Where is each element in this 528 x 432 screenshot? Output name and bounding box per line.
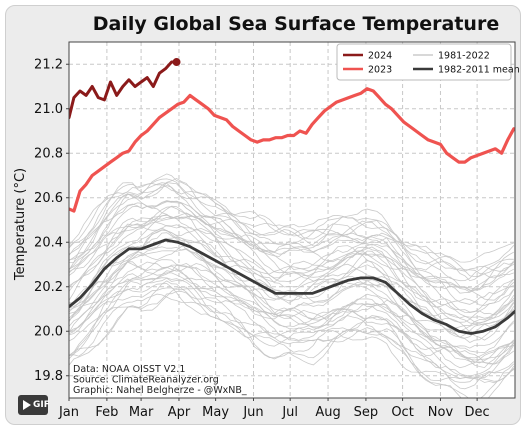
x-tick-label: Aug — [315, 405, 340, 420]
x-tick-label: Dec — [465, 405, 490, 420]
background-year-line — [69, 215, 515, 319]
y-tick-label: 21.2 — [34, 57, 63, 72]
background-year-line — [69, 206, 515, 305]
legend-entry-label: 1982-2011 mean — [438, 65, 520, 76]
chart-title: Daily Global Sea Surface Temperature — [93, 13, 499, 35]
background-year-line — [69, 290, 515, 398]
series-line-2023 — [69, 87, 515, 213]
background-year-line — [69, 200, 514, 293]
background-year-line — [69, 259, 515, 369]
credit-line: Graphic: Nahel Belgherze - @WxNB_ — [73, 385, 247, 396]
y-tick-label: 20.0 — [34, 324, 63, 339]
y-tick-label: 20.8 — [34, 146, 63, 161]
y-tick-label: 19.8 — [34, 369, 63, 384]
background-year-line — [69, 200, 515, 290]
y-tick-label: 20.4 — [34, 235, 63, 250]
x-tick-label: Apr — [168, 405, 191, 420]
background-year-line — [69, 217, 515, 308]
credit-line: Data: NOAA OISST V2.1 — [73, 364, 185, 375]
background-year-line — [69, 261, 514, 361]
y-tick-label: 21.0 — [34, 102, 63, 117]
background-year-line — [69, 205, 514, 314]
background-year-line — [69, 287, 515, 384]
x-tick-label: Feb — [95, 405, 118, 420]
background-year-line — [69, 182, 514, 282]
x-tick-label: Jul — [281, 405, 298, 420]
background-year-line — [69, 264, 515, 377]
background-year-line — [69, 283, 515, 383]
series-line-2024 — [69, 60, 178, 120]
background-year-line — [69, 185, 514, 294]
y-ticks: 19.8 20.0 20.2 20.4 20.6 20.8 21.0 21.2 — [34, 57, 69, 384]
legend-entry-label: 2024 — [368, 51, 392, 62]
x-tick-label: Nov — [428, 405, 454, 420]
x-tick-label: Sep — [354, 405, 379, 420]
legend-box — [336, 43, 512, 81]
plot-lines — [69, 58, 515, 398]
plot-border — [68, 41, 516, 399]
x-tick-label: May — [202, 405, 229, 420]
x-tick-label: Oct — [391, 405, 413, 420]
background-year-line — [69, 248, 515, 354]
x-tick-label: Jun — [242, 405, 263, 420]
y-tick-label: 20.6 — [34, 191, 63, 206]
y-axis-label: Temperature (°C) — [13, 168, 28, 281]
legend-entry-label: 1981-2022 — [438, 51, 490, 62]
x-tick-label: Mar — [129, 405, 154, 420]
background-year-line — [69, 178, 514, 263]
background-year-line — [69, 212, 515, 323]
x-ticks: Jan Feb Mar Apr May Jun Jul Aug Sep Oct Nov Dec — [58, 398, 490, 420]
background-year-line — [69, 202, 514, 301]
gif-play-button[interactable]: GIF — [18, 395, 50, 415]
background-year-line — [69, 227, 515, 329]
background-year-line — [69, 183, 515, 279]
gif-label: GIF — [33, 400, 50, 410]
y-tick-label: 20.2 — [34, 280, 63, 295]
legend: 2024 1981-2022 2023 1982-2011 mean — [336, 43, 520, 81]
legend-entry-label: 2023 — [368, 65, 392, 76]
background-year-line — [69, 227, 515, 332]
series-2024-latest-point — [172, 58, 181, 67]
background-year-line — [69, 262, 515, 369]
chart-frame: Daily Global Sea Surface Temperature 19.… — [5, 5, 521, 425]
play-icon — [23, 400, 31, 410]
x-tick-label: Jan — [58, 405, 79, 420]
background-year-line — [69, 272, 515, 359]
background-year-line — [69, 214, 515, 323]
credit-line: Source: ClimateReanalyzer.org — [73, 375, 219, 386]
series-line-1982-2011-mean — [69, 238, 515, 335]
background-year-line — [69, 277, 515, 382]
background-years — [69, 173, 515, 398]
background-year-line — [69, 214, 515, 316]
background-year-line — [69, 182, 515, 272]
sea-surface-temperature-chart: Daily Global Sea Surface Temperature 19.… — [13, 13, 520, 420]
background-year-line — [69, 286, 515, 398]
